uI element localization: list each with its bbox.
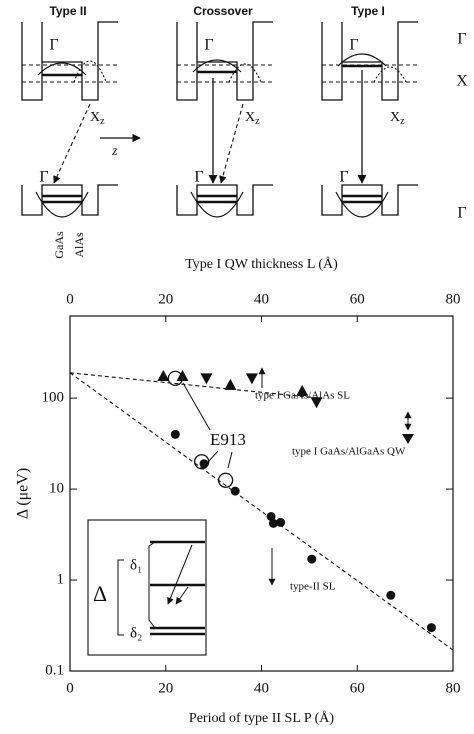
x-tick-label: 40 <box>254 680 269 696</box>
band-diagram: Type II Γ Xz Γ Crossover Γ Xz Γ Type I Γ Xz Γz Γ X Γ Ga… <box>21 4 468 259</box>
gamma-label: Γ <box>204 37 213 54</box>
panel-title: Type II <box>49 4 86 18</box>
inset-bracket <box>117 559 124 636</box>
x-right: X <box>456 73 468 90</box>
upper-profile <box>321 21 418 101</box>
panel-title: Crossover <box>193 4 253 18</box>
xz-label: Xz <box>245 110 260 127</box>
x-wave <box>373 66 407 83</box>
inset-delta: Δ <box>93 581 107 606</box>
point <box>224 378 237 390</box>
xz-base: X <box>390 110 400 125</box>
xz-label: Xz <box>90 110 105 127</box>
lower-wave <box>35 191 89 218</box>
pointer <box>182 382 211 431</box>
xz-base: X <box>245 110 255 125</box>
y-tick-label: 1 <box>57 571 65 587</box>
gamma-label: Γ <box>194 169 203 186</box>
point <box>426 623 436 633</box>
lower-profile <box>321 184 418 216</box>
point <box>176 370 189 382</box>
x-tick-label: 0 <box>66 680 74 696</box>
material-label: GaAs <box>52 231 66 259</box>
inset-arrow <box>175 586 189 605</box>
y-axis-label: Δ (μeV) <box>15 468 32 519</box>
limit-symbol <box>402 434 414 444</box>
point <box>245 373 258 385</box>
xz-sub: z <box>400 116 405 127</box>
annotation: type I GaAs/AlAs SL <box>255 390 350 402</box>
x-tick-label: 20 <box>158 680 173 696</box>
z-label: z <box>111 144 118 159</box>
point <box>268 518 278 528</box>
pointer <box>207 450 219 463</box>
material-label: AlAs <box>72 232 86 258</box>
inset-delta1: δ₁ <box>130 557 142 573</box>
transition-arrow <box>219 103 244 184</box>
transition-arrow <box>53 103 91 184</box>
lower-profile <box>21 184 118 216</box>
point <box>170 429 180 439</box>
chart: 0 20 40 60 80 0 20 40 60 80 0.1 1 10 100 Period of typ… <box>15 256 461 726</box>
annotation: type I GaAs/AlGaAs QW <box>292 446 406 458</box>
y-tick-label: 10 <box>49 481 64 497</box>
annotation: E913 <box>210 430 246 449</box>
upper-profile <box>21 21 118 101</box>
point <box>199 459 209 469</box>
point <box>276 517 286 527</box>
point <box>230 486 240 496</box>
x2-tick-label: 20 <box>158 291 173 307</box>
xz-sub: z <box>100 116 105 127</box>
inset-bracket <box>148 541 156 629</box>
gamma-right: Γ <box>457 205 466 222</box>
y-tick-label: 100 <box>42 390 65 406</box>
lower-wave <box>190 191 244 218</box>
gamma-wave <box>337 53 387 67</box>
inset-delta2: δ₂ <box>130 625 142 641</box>
xz-label: Xz <box>390 110 405 127</box>
pointer <box>227 451 233 469</box>
point <box>266 511 276 521</box>
panel-title: Type I <box>351 4 385 18</box>
lower-profile <box>176 184 273 216</box>
gamma-label: Γ <box>339 169 348 186</box>
gamma-label: Γ <box>49 37 58 54</box>
point <box>157 370 170 382</box>
point <box>217 472 234 488</box>
x-axis-label: Period of type II SL P (Å) <box>189 710 334 726</box>
x2-tick-label: 40 <box>254 291 269 307</box>
x-tick-label: 60 <box>350 680 365 696</box>
lower-wave <box>335 191 389 218</box>
x2-tick-label: 0 <box>66 291 74 307</box>
x2-tick-label: 80 <box>446 291 461 307</box>
x-tick-label: 80 <box>446 680 461 696</box>
point <box>386 590 396 600</box>
x-wave <box>73 60 107 83</box>
x2-tick-label: 60 <box>350 291 365 307</box>
x-wave <box>228 63 262 83</box>
gamma-wave <box>192 59 242 73</box>
upper-profile <box>176 21 273 101</box>
point <box>200 373 213 385</box>
gamma-label: Γ <box>39 169 48 186</box>
gamma-right: Γ <box>457 31 466 48</box>
x2-axis-label: Type I QW thickness L (Å) <box>185 256 338 272</box>
fit-line <box>69 372 454 651</box>
xz-base: X <box>90 110 100 125</box>
xz-sub: z <box>255 116 260 127</box>
point <box>307 554 317 564</box>
gamma-label: Γ <box>349 37 358 54</box>
annotation: type-II SL <box>290 581 336 593</box>
y-tick-label: 0.1 <box>45 662 64 678</box>
point <box>296 384 309 396</box>
gamma-wave <box>37 62 87 76</box>
point <box>310 397 323 409</box>
inset-arrow <box>167 544 193 605</box>
